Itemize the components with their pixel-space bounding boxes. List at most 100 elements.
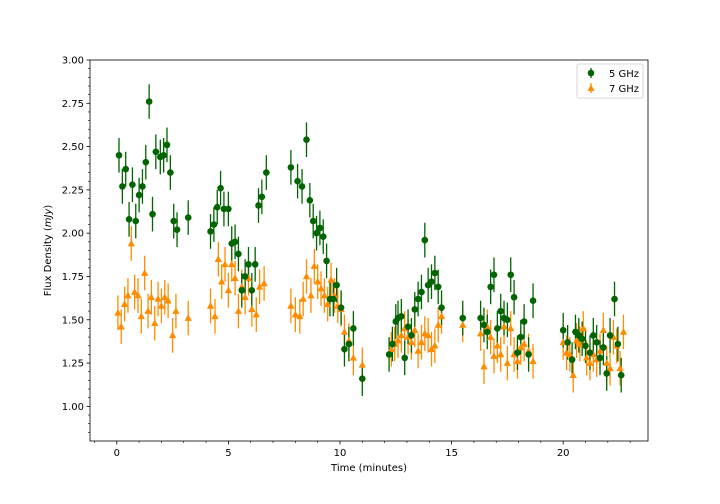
- x-axis: 0 5 10 15 20: [94, 441, 631, 459]
- point-7ghz: [168, 331, 177, 339]
- point-5ghz: [184, 214, 192, 221]
- point-7ghz: [569, 371, 577, 378]
- y-tick-label: 3.00: [62, 56, 84, 67]
- point-5ghz: [132, 217, 140, 225]
- point-5ghz: [173, 226, 181, 234]
- y-tick-label: 2.75: [62, 99, 84, 110]
- point-5ghz: [167, 169, 174, 176]
- point-7ghz: [437, 312, 446, 320]
- point-7ghz: [619, 327, 628, 335]
- point-5ghz: [149, 210, 156, 218]
- point-5ghz: [578, 335, 586, 343]
- point-5ghz: [263, 169, 270, 176]
- legend-7ghz-marker: [587, 84, 595, 91]
- x-tick-label: 15: [445, 448, 458, 459]
- point-7ghz: [477, 329, 485, 337]
- point-7ghz: [172, 307, 180, 314]
- point-5ghz: [529, 297, 537, 305]
- point-7ghz: [324, 300, 332, 307]
- point-7ghz: [144, 307, 152, 314]
- point-5ghz: [414, 295, 422, 303]
- markers-layer: [114, 98, 628, 382]
- x-tick-label: 0: [114, 448, 120, 459]
- y-tick-label: 1.50: [62, 315, 84, 326]
- point-5ghz: [210, 221, 218, 228]
- point-7ghz: [490, 352, 498, 359]
- point-5ghz: [606, 332, 614, 339]
- point-5ghz: [434, 283, 442, 291]
- point-7ghz: [127, 239, 135, 247]
- point-5ghz: [490, 271, 498, 279]
- point-7ghz: [131, 288, 139, 295]
- point-5ghz: [309, 217, 317, 225]
- point-7ghz: [517, 343, 525, 351]
- point-7ghz: [427, 345, 436, 353]
- point-7ghz: [234, 307, 243, 314]
- point-5ghz: [401, 354, 409, 362]
- legend-5ghz-marker: [587, 69, 595, 77]
- point-7ghz: [206, 301, 215, 309]
- point-7ghz: [307, 291, 315, 299]
- point-5ghz: [603, 370, 611, 377]
- point-5ghz: [329, 295, 337, 303]
- point-5ghz: [139, 183, 146, 190]
- point-7ghz: [387, 345, 395, 353]
- point-5ghz: [251, 261, 259, 268]
- y-axis: 1.00 1.25 1.50 1.75 2.00 2.25 2.50 2.75 3.00: [62, 56, 90, 433]
- point-7ghz: [417, 338, 426, 346]
- point-7ghz: [424, 331, 432, 339]
- point-7ghz: [317, 284, 325, 292]
- y-tick-label: 2.25: [62, 185, 84, 196]
- point-5ghz: [294, 177, 301, 185]
- point-5ghz: [225, 205, 232, 213]
- point-7ghz: [434, 320, 442, 328]
- point-7ghz: [414, 346, 422, 354]
- point-7ghz: [320, 291, 328, 299]
- point-5ghz: [163, 141, 171, 149]
- point-7ghz: [296, 312, 304, 320]
- point-5ghz: [438, 304, 445, 311]
- point-7ghz: [576, 340, 584, 347]
- point-7ghz: [397, 331, 405, 339]
- point-7ghz: [349, 353, 357, 361]
- y-tick-label: 1.00: [62, 402, 84, 413]
- point-5ghz: [431, 269, 439, 277]
- point-7ghz: [161, 293, 169, 301]
- point-5ghz: [497, 307, 504, 315]
- point-5ghz: [411, 306, 419, 313]
- point-7ghz: [603, 359, 611, 366]
- legend-5ghz-label: 5 GHz: [609, 69, 639, 80]
- point-5ghz: [303, 136, 310, 143]
- point-5ghz: [398, 313, 405, 320]
- point-5ghz: [389, 340, 396, 348]
- point-5ghz: [135, 191, 143, 199]
- point-7ghz: [141, 269, 149, 276]
- point-7ghz: [529, 357, 537, 365]
- point-7ghz: [228, 260, 236, 268]
- point-5ghz: [477, 314, 484, 322]
- point-7ghz: [184, 314, 192, 321]
- point-7ghz: [218, 277, 226, 285]
- point-7ghz: [154, 294, 162, 302]
- point-5ghz: [235, 250, 242, 258]
- y-tick-label: 1.25: [62, 359, 84, 370]
- point-5ghz: [119, 183, 126, 190]
- legend: 5 GHz 7 GHz: [576, 63, 644, 99]
- point-7ghz: [480, 362, 488, 370]
- point-7ghz: [566, 350, 574, 358]
- point-7ghz: [503, 359, 511, 366]
- point-7ghz: [507, 324, 515, 332]
- point-5ghz: [313, 229, 320, 237]
- point-5ghz: [258, 193, 266, 201]
- point-5ghz: [306, 196, 314, 204]
- y-tick-label: 1.75: [62, 272, 84, 283]
- point-7ghz: [411, 326, 419, 333]
- point-5ghz: [385, 351, 393, 358]
- point-7ghz: [147, 293, 155, 301]
- point-7ghz: [299, 294, 307, 302]
- y-axis-label: Flux Density (mJy): [43, 205, 54, 297]
- point-5ghz: [145, 98, 153, 105]
- point-7ghz: [248, 305, 256, 313]
- point-7ghz: [513, 357, 522, 365]
- point-7ghz: [310, 262, 318, 269]
